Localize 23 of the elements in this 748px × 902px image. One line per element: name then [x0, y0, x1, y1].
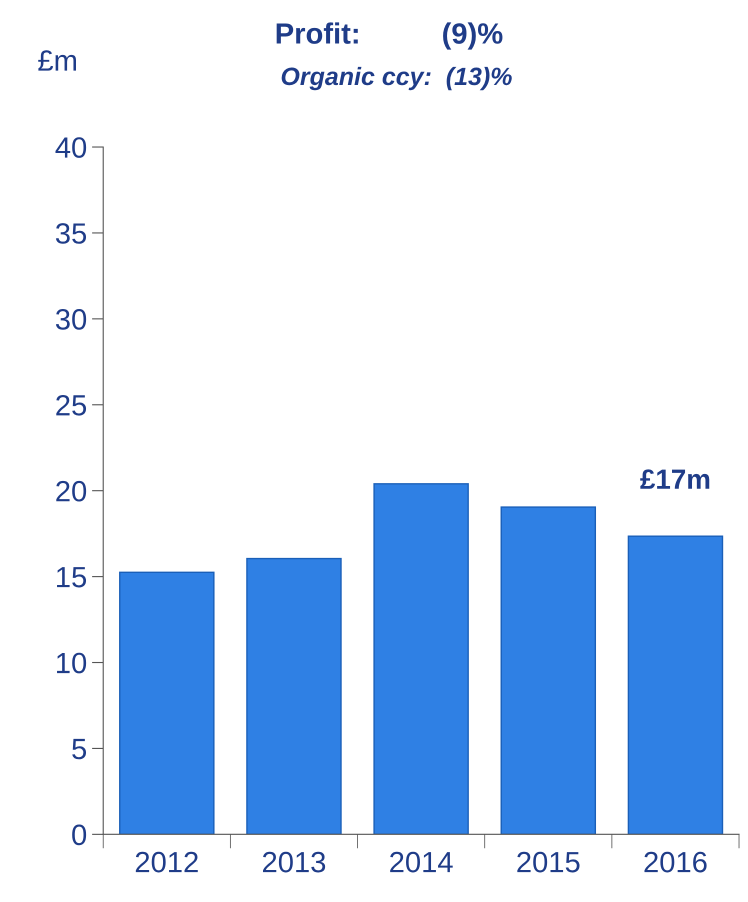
y-tick-label: 30 — [56, 309, 86, 330]
x-tick-label: 2012 — [136, 852, 198, 872]
y-tick-label: 10 — [57, 652, 86, 674]
x-tick-label: 2016 — [644, 852, 707, 872]
bar — [500, 506, 596, 834]
x-tick-label: 2014 — [390, 852, 453, 872]
bar — [628, 536, 724, 834]
bar — [119, 572, 215, 834]
y-tick-label: 35 — [56, 223, 86, 244]
chart-subtitle: Organic ccy: (13)% — [282, 66, 512, 90]
y-tick-label: 5 — [72, 738, 86, 760]
y-tick-label: 25 — [56, 394, 86, 416]
x-tick-label: 2015 — [517, 852, 580, 872]
chart-title: Profit: (9)% — [276, 22, 502, 50]
y-tick-label: 15 — [57, 567, 86, 588]
annotation: £17m — [640, 469, 710, 489]
y-axis-title: £m — [38, 50, 76, 71]
bar — [246, 558, 342, 834]
y-tick-label: 0 — [72, 824, 86, 846]
x-tick-label: 2013 — [262, 852, 326, 872]
y-tick-label: 20 — [56, 480, 86, 502]
bar — [373, 483, 469, 834]
y-tick-label: 40 — [55, 137, 86, 158]
